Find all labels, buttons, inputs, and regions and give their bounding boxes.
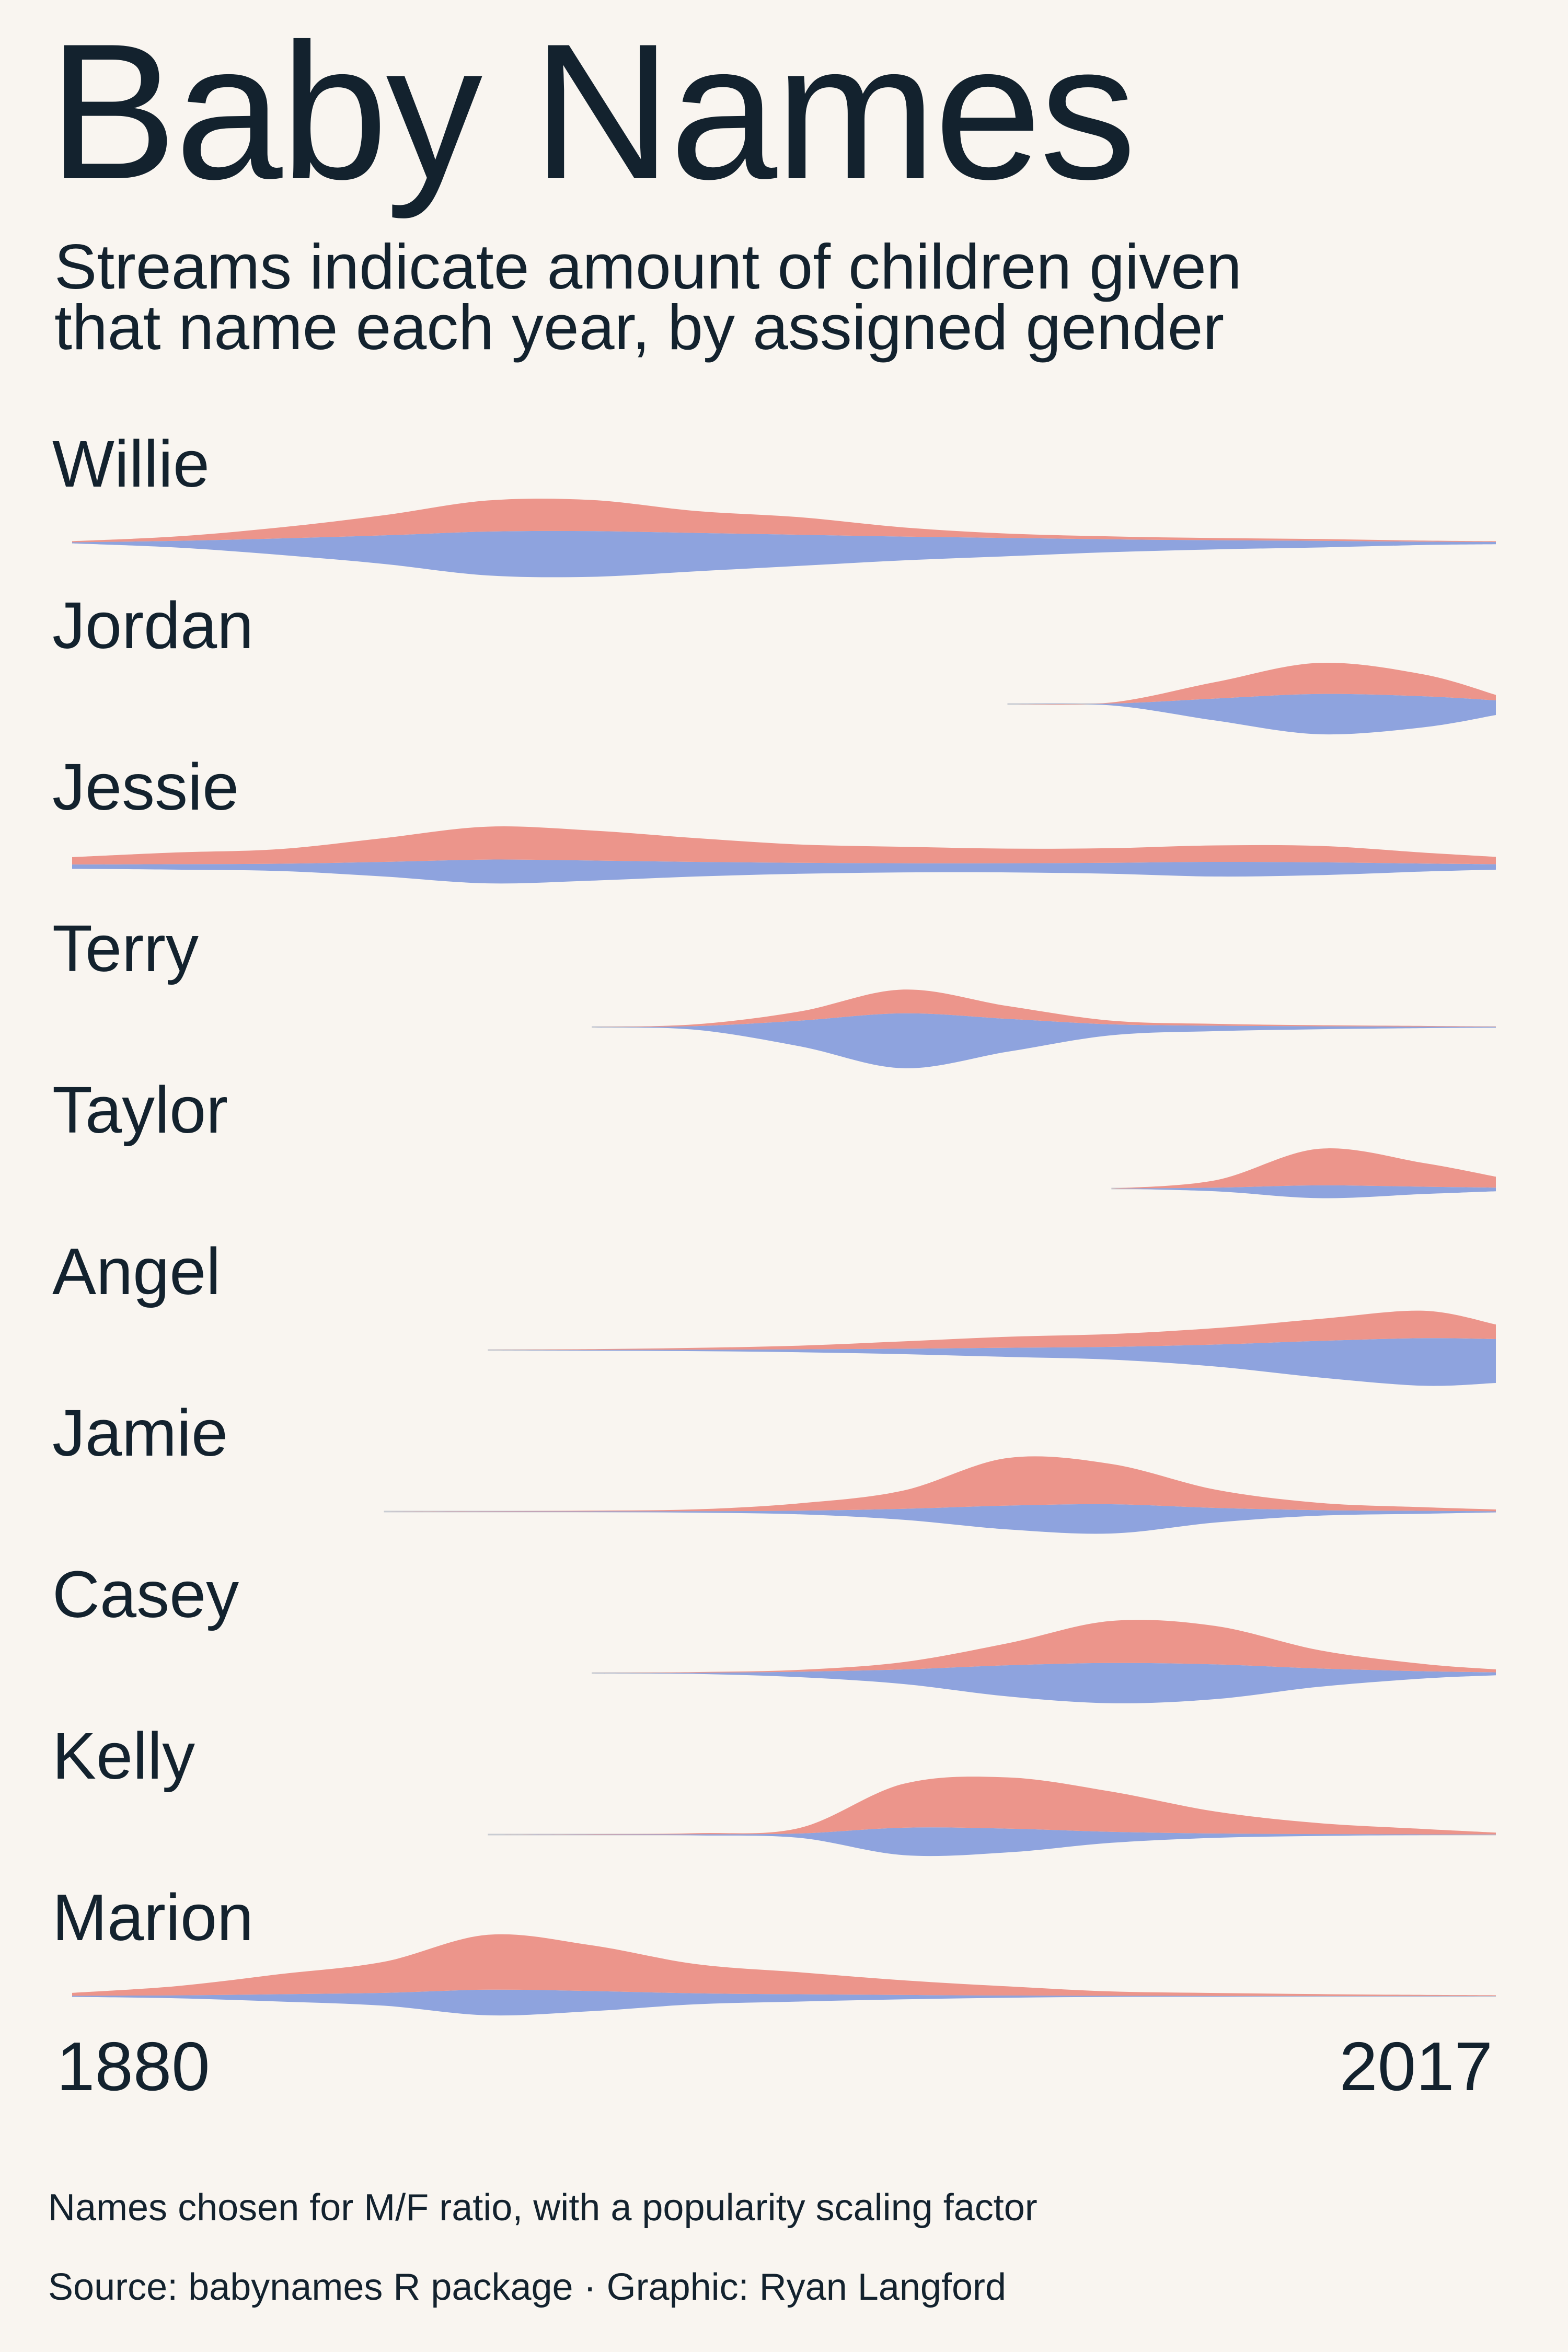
male-stream-jamie (384, 1504, 1496, 1534)
female-stream-angel (488, 1310, 1496, 1350)
male-stream-casey (592, 1663, 1496, 1703)
source-credit: Source: babynames R package · Graphic: R… (48, 2266, 1007, 2308)
female-stream-kelly (488, 1777, 1496, 1835)
female-stream-taylor (1111, 1148, 1496, 1189)
name-label-taylor: Taylor (52, 1073, 228, 1147)
name-label-jessie: Jessie (52, 750, 239, 824)
page-title: Baby Names (48, 4, 1136, 220)
name-label-kelly: Kelly (52, 1719, 195, 1793)
name-label-jordan: Jordan (52, 589, 254, 662)
female-stream-casey (592, 1620, 1496, 1673)
female-stream-jamie (384, 1456, 1496, 1512)
male-stream-taylor (1111, 1185, 1496, 1198)
subtitle-line-2: that name each year, by assigned gender (54, 292, 1225, 363)
footnote: Names chosen for M/F ratio, with a popul… (48, 2187, 1037, 2229)
name-label-casey: Casey (52, 1558, 239, 1631)
female-stream-jessie (72, 826, 1496, 864)
name-label-terry: Terry (52, 912, 199, 985)
male-stream-angel (488, 1338, 1496, 1386)
male-stream-kelly (488, 1827, 1496, 1857)
name-label-willie: Willie (52, 427, 210, 501)
female-stream-marion (72, 1934, 1496, 1996)
female-stream-willie (72, 498, 1496, 543)
female-stream-jordan (1007, 663, 1496, 705)
male-stream-terry (592, 1013, 1496, 1068)
chart-subtitle: Streams indicate amount of children give… (54, 235, 1518, 359)
name-label-jamie: Jamie (52, 1396, 228, 1470)
male-stream-willie (72, 531, 1496, 578)
female-stream-terry (592, 989, 1496, 1027)
male-stream-marion (72, 1989, 1496, 2016)
male-stream-jessie (72, 859, 1496, 884)
name-label-angel: Angel (52, 1235, 221, 1308)
male-stream-jordan (1007, 694, 1496, 735)
x-axis-end-label: 2017 (1339, 2028, 1493, 2105)
subtitle-line-1: Streams indicate amount of children give… (54, 231, 1242, 302)
name-label-marion: Marion (52, 1881, 254, 1954)
x-axis-start-label: 1880 (56, 2028, 210, 2105)
